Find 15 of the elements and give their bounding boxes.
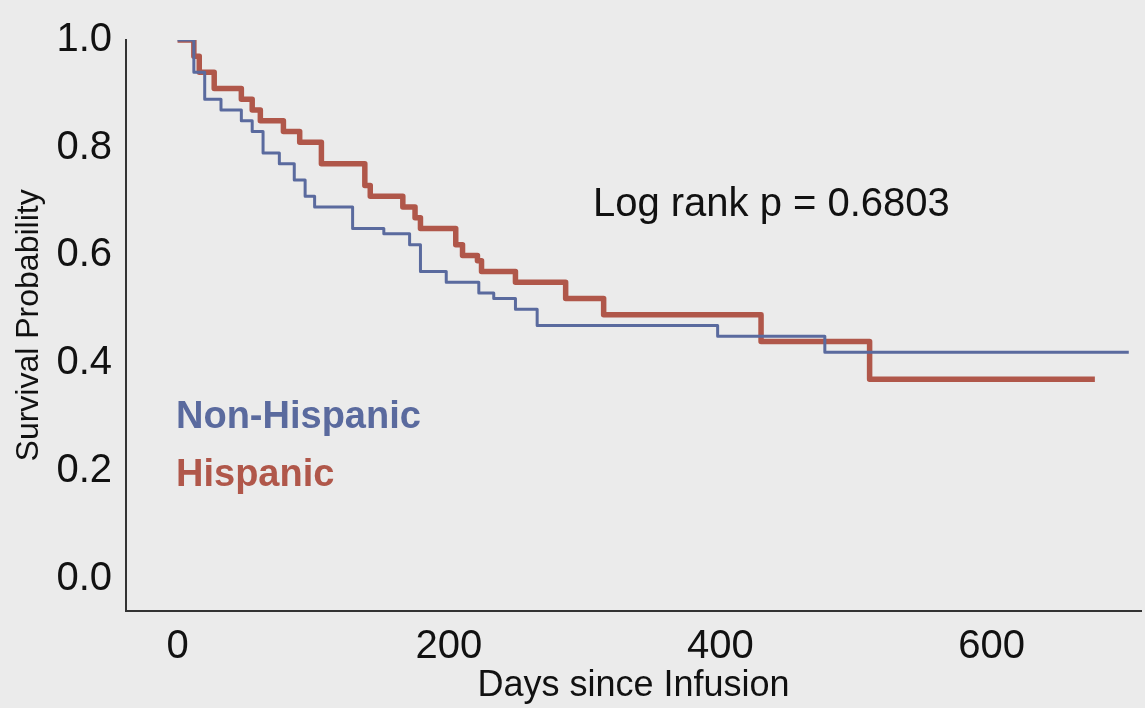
y-axis-title: Survival Probability <box>9 189 46 462</box>
y-tick-label: 0.4 <box>56 338 113 383</box>
text: Hispanic <box>176 452 335 495</box>
x-tick-label: 200 <box>415 621 483 666</box>
y-tick-label: 0.0 <box>56 553 113 598</box>
annotation: Log rank p = 0.6803 <box>592 180 950 225</box>
y-tick-label: 0.2 <box>56 445 113 490</box>
x-tick-label: 600 <box>958 621 1026 666</box>
y-tick-label: 1.0 <box>56 15 113 60</box>
x-tick-label: 0 <box>166 621 189 666</box>
x-tick-label: 400 <box>686 621 754 666</box>
text: Non-Hispanic <box>176 394 421 437</box>
x-axis-title: Days since Infusion <box>477 663 790 705</box>
y-tick-label: 0.8 <box>56 122 113 167</box>
y-tick-label: 0.6 <box>56 230 113 275</box>
